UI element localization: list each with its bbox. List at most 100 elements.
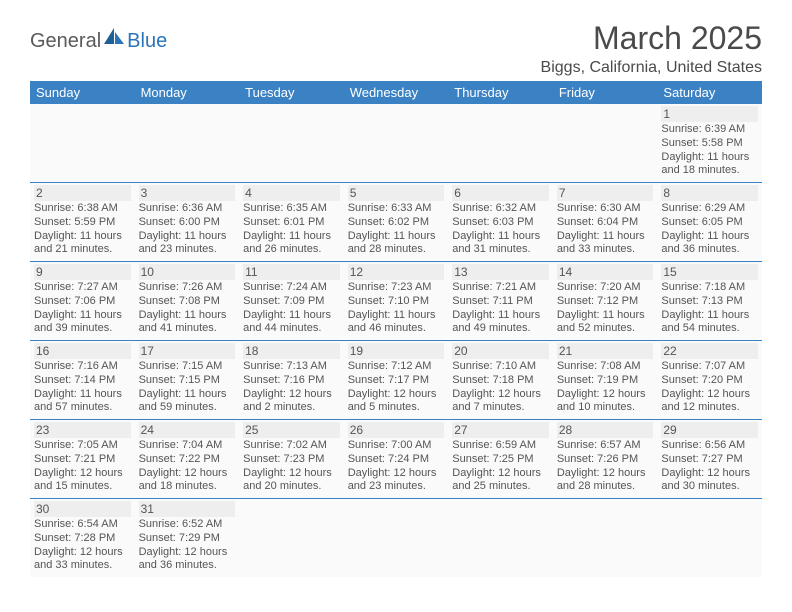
empty-cell (135, 104, 240, 183)
daylight-text: Daylight: 11 hours and 49 minutes. (452, 309, 549, 337)
empty-cell (344, 104, 449, 183)
day-cell: 5Sunrise: 6:33 AMSunset: 6:02 PMDaylight… (344, 183, 449, 262)
daylight-text: Daylight: 11 hours and 57 minutes. (34, 388, 131, 416)
day-number: 23 (34, 422, 131, 438)
sunrise-text: Sunrise: 7:12 AM (348, 360, 445, 374)
daylight-text: Daylight: 11 hours and 26 minutes. (243, 230, 340, 258)
day-cell: 4Sunrise: 6:35 AMSunset: 6:01 PMDaylight… (239, 183, 344, 262)
sunset-text: Sunset: 6:00 PM (139, 216, 236, 230)
day-info: Sunrise: 7:00 AMSunset: 7:24 PMDaylight:… (348, 439, 445, 494)
brand-word2: Blue (127, 30, 167, 53)
sunset-text: Sunset: 7:23 PM (243, 453, 340, 467)
day-info: Sunrise: 6:30 AMSunset: 6:04 PMDaylight:… (557, 202, 654, 257)
day-cell: 31Sunrise: 6:52 AMSunset: 7:29 PMDayligh… (135, 499, 240, 578)
sunset-text: Sunset: 7:26 PM (557, 453, 654, 467)
daylight-text: Daylight: 11 hours and 54 minutes. (661, 309, 758, 337)
empty-cell (448, 104, 553, 183)
dayname-row: Sunday Monday Tuesday Wednesday Thursday… (30, 81, 762, 104)
daylight-text: Daylight: 11 hours and 36 minutes. (661, 230, 758, 258)
day-number: 25 (243, 422, 340, 438)
sunset-text: Sunset: 7:08 PM (139, 295, 236, 309)
sunset-text: Sunset: 7:17 PM (348, 374, 445, 388)
calendar-row: 30Sunrise: 6:54 AMSunset: 7:28 PMDayligh… (30, 499, 762, 578)
sunrise-text: Sunrise: 7:24 AM (243, 281, 340, 295)
sunset-text: Sunset: 7:12 PM (557, 295, 654, 309)
day-cell: 29Sunrise: 6:56 AMSunset: 7:27 PMDayligh… (657, 420, 762, 499)
day-cell: 24Sunrise: 7:04 AMSunset: 7:22 PMDayligh… (135, 420, 240, 499)
sunrise-text: Sunrise: 7:13 AM (243, 360, 340, 374)
sunrise-text: Sunrise: 7:26 AM (139, 281, 236, 295)
day-cell: 2Sunrise: 6:38 AMSunset: 5:59 PMDaylight… (30, 183, 135, 262)
day-number: 11 (243, 264, 340, 280)
day-cell: 12Sunrise: 7:23 AMSunset: 7:10 PMDayligh… (344, 262, 449, 341)
day-number: 29 (661, 422, 758, 438)
day-cell: 25Sunrise: 7:02 AMSunset: 7:23 PMDayligh… (239, 420, 344, 499)
dayname-tue: Tuesday (239, 81, 344, 104)
sunset-text: Sunset: 6:03 PM (452, 216, 549, 230)
daylight-text: Daylight: 11 hours and 23 minutes. (139, 230, 236, 258)
dayname-wed: Wednesday (344, 81, 449, 104)
day-info: Sunrise: 7:18 AMSunset: 7:13 PMDaylight:… (661, 281, 758, 336)
day-info: Sunrise: 7:21 AMSunset: 7:11 PMDaylight:… (452, 281, 549, 336)
day-info: Sunrise: 6:39 AMSunset: 5:58 PMDaylight:… (661, 123, 758, 178)
day-number: 28 (557, 422, 654, 438)
sunset-text: Sunset: 7:25 PM (452, 453, 549, 467)
day-number: 27 (452, 422, 549, 438)
sunset-text: Sunset: 7:15 PM (139, 374, 236, 388)
sunrise-text: Sunrise: 7:05 AM (34, 439, 131, 453)
day-info: Sunrise: 7:24 AMSunset: 7:09 PMDaylight:… (243, 281, 340, 336)
daylight-text: Daylight: 11 hours and 18 minutes. (661, 151, 758, 179)
dayname-fri: Friday (553, 81, 658, 104)
daylight-text: Daylight: 11 hours and 44 minutes. (243, 309, 340, 337)
empty-cell (657, 499, 762, 578)
day-info: Sunrise: 6:33 AMSunset: 6:02 PMDaylight:… (348, 202, 445, 257)
daylight-text: Daylight: 11 hours and 33 minutes. (557, 230, 654, 258)
day-cell: 17Sunrise: 7:15 AMSunset: 7:15 PMDayligh… (135, 341, 240, 420)
day-info: Sunrise: 6:35 AMSunset: 6:01 PMDaylight:… (243, 202, 340, 257)
sunrise-text: Sunrise: 7:20 AM (557, 281, 654, 295)
sunset-text: Sunset: 5:58 PM (661, 137, 758, 151)
day-number: 14 (557, 264, 654, 280)
day-number: 18 (243, 343, 340, 359)
sunset-text: Sunset: 7:27 PM (661, 453, 758, 467)
day-cell: 11Sunrise: 7:24 AMSunset: 7:09 PMDayligh… (239, 262, 344, 341)
day-number: 9 (34, 264, 131, 280)
sunrise-text: Sunrise: 7:08 AM (557, 360, 654, 374)
brand-logo: General Blue (30, 26, 167, 57)
dayname-sat: Saturday (657, 81, 762, 104)
day-info: Sunrise: 6:54 AMSunset: 7:28 PMDaylight:… (34, 518, 131, 573)
sunrise-text: Sunrise: 7:23 AM (348, 281, 445, 295)
day-number: 2 (34, 185, 131, 201)
day-number: 19 (348, 343, 445, 359)
day-cell: 8Sunrise: 6:29 AMSunset: 6:05 PMDaylight… (657, 183, 762, 262)
sunset-text: Sunset: 6:04 PM (557, 216, 654, 230)
calendar-table: Sunday Monday Tuesday Wednesday Thursday… (30, 81, 762, 577)
empty-cell (553, 104, 658, 183)
day-cell: 13Sunrise: 7:21 AMSunset: 7:11 PMDayligh… (448, 262, 553, 341)
day-number: 13 (452, 264, 549, 280)
sunrise-text: Sunrise: 6:32 AM (452, 202, 549, 216)
day-number: 8 (661, 185, 758, 201)
day-cell: 10Sunrise: 7:26 AMSunset: 7:08 PMDayligh… (135, 262, 240, 341)
sunrise-text: Sunrise: 7:18 AM (661, 281, 758, 295)
day-cell: 26Sunrise: 7:00 AMSunset: 7:24 PMDayligh… (344, 420, 449, 499)
day-info: Sunrise: 7:13 AMSunset: 7:16 PMDaylight:… (243, 360, 340, 415)
sunset-text: Sunset: 7:09 PM (243, 295, 340, 309)
day-cell: 16Sunrise: 7:16 AMSunset: 7:14 PMDayligh… (30, 341, 135, 420)
calendar-body: 1Sunrise: 6:39 AMSunset: 5:58 PMDaylight… (30, 104, 762, 577)
daylight-text: Daylight: 12 hours and 20 minutes. (243, 467, 340, 495)
day-cell: 21Sunrise: 7:08 AMSunset: 7:19 PMDayligh… (553, 341, 658, 420)
day-number: 30 (34, 501, 131, 517)
sunrise-text: Sunrise: 7:10 AM (452, 360, 549, 374)
calendar-row: 16Sunrise: 7:16 AMSunset: 7:14 PMDayligh… (30, 341, 762, 420)
sunset-text: Sunset: 7:24 PM (348, 453, 445, 467)
daylight-text: Daylight: 12 hours and 25 minutes. (452, 467, 549, 495)
sunrise-text: Sunrise: 6:33 AM (348, 202, 445, 216)
day-info: Sunrise: 7:26 AMSunset: 7:08 PMDaylight:… (139, 281, 236, 336)
day-cell: 3Sunrise: 6:36 AMSunset: 6:00 PMDaylight… (135, 183, 240, 262)
sunrise-text: Sunrise: 6:30 AM (557, 202, 654, 216)
brand-word1: General (30, 30, 101, 53)
day-cell: 28Sunrise: 6:57 AMSunset: 7:26 PMDayligh… (553, 420, 658, 499)
calendar-row: 2Sunrise: 6:38 AMSunset: 5:59 PMDaylight… (30, 183, 762, 262)
sunset-text: Sunset: 6:02 PM (348, 216, 445, 230)
